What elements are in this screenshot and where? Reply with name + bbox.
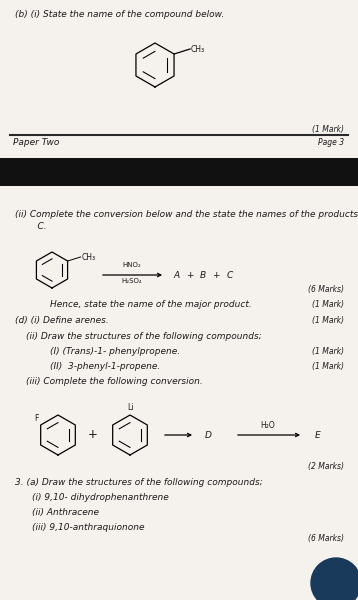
Text: H₂O: H₂O (261, 421, 275, 430)
Text: Paper Two: Paper Two (13, 138, 59, 147)
Text: (b) (i) State the name of the compound below.: (b) (i) State the name of the compound b… (15, 10, 224, 19)
Text: (II)  3-phenyl-1-propene.: (II) 3-phenyl-1-propene. (50, 362, 160, 371)
Text: Hence, state the name of the major product.: Hence, state the name of the major produ… (50, 300, 252, 309)
Text: (iii) 9,10-anthraquionone: (iii) 9,10-anthraquionone (32, 523, 145, 532)
Text: +: + (212, 271, 220, 280)
Text: E: E (315, 431, 321, 439)
Text: (ii) Anthracene: (ii) Anthracene (32, 508, 99, 517)
Text: CH₃: CH₃ (82, 253, 96, 262)
Text: Page 3: Page 3 (318, 138, 344, 147)
Text: (6 Marks): (6 Marks) (308, 534, 344, 543)
Text: D: D (204, 431, 212, 439)
Text: (2 Marks): (2 Marks) (308, 462, 344, 471)
Text: Li: Li (127, 403, 133, 412)
Text: (1 Mark): (1 Mark) (312, 300, 344, 309)
Circle shape (311, 558, 358, 600)
Bar (0, 186, 358, 600)
Text: F: F (34, 414, 39, 423)
Text: C: C (227, 271, 233, 280)
Bar (0, 158, 358, 186)
Text: HNO₂: HNO₂ (123, 262, 141, 268)
Text: (ii) Complete the conversion below and the state the names of the products A, B : (ii) Complete the conversion below and t… (15, 210, 358, 219)
Text: (1 Mark): (1 Mark) (312, 362, 344, 371)
Text: (6 Marks): (6 Marks) (308, 285, 344, 294)
Text: 3. (a) Draw the structures of the following compounds;: 3. (a) Draw the structures of the follow… (15, 478, 263, 487)
Text: (1 Mark): (1 Mark) (312, 125, 344, 134)
Text: (1 Mark): (1 Mark) (312, 347, 344, 356)
Text: (iii) Complete the following conversion.: (iii) Complete the following conversion. (26, 377, 203, 386)
Text: (i) 9,10- dihydrophenanthrene: (i) 9,10- dihydrophenanthrene (32, 493, 169, 502)
Text: A: A (174, 271, 180, 280)
Text: +: + (186, 271, 194, 280)
Text: (I) (Trans)-1- phenylpropene.: (I) (Trans)-1- phenylpropene. (50, 347, 180, 356)
Text: H₂SO₄: H₂SO₄ (122, 278, 142, 284)
Text: CH₃: CH₃ (191, 44, 205, 53)
Text: B: B (200, 271, 206, 280)
Text: +: + (88, 428, 98, 442)
Text: C.: C. (26, 222, 47, 231)
Bar (0, 0, 358, 170)
Text: (ii) Draw the structures of the following compounds;: (ii) Draw the structures of the followin… (26, 332, 262, 341)
Text: (d) (i) Define arenes.: (d) (i) Define arenes. (15, 316, 109, 325)
Text: (1 Mark): (1 Mark) (312, 316, 344, 325)
